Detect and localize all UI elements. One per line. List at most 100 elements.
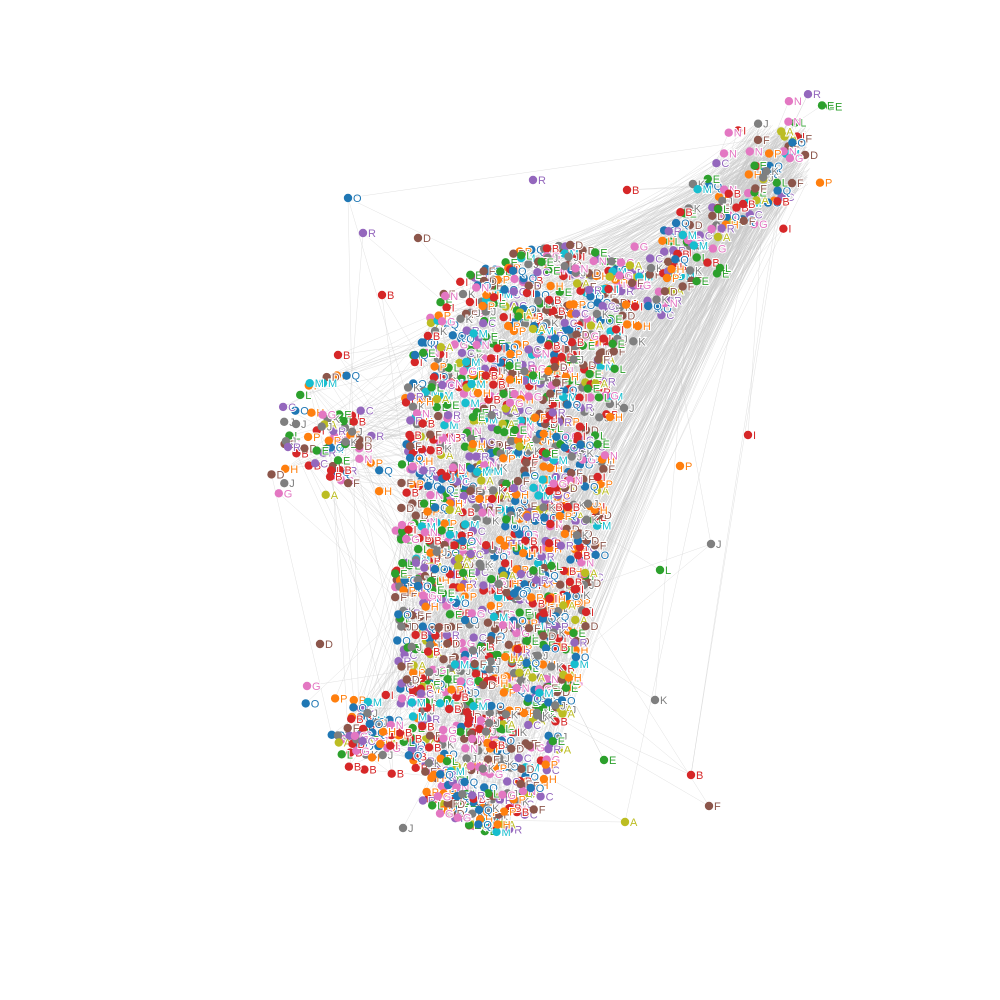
node-dot [397,460,407,469]
node-label: O [403,609,412,621]
node-dot [426,490,435,500]
node-dot [448,331,457,340]
node-dot [439,655,448,664]
node-dot [493,820,502,829]
node-label: D [593,268,601,280]
node-dot [621,300,631,309]
node-dot [487,701,496,711]
node-label: H [549,774,557,786]
node-label: F [531,458,538,470]
node-label: P [417,479,424,491]
node-dot [439,734,448,743]
node-dot [610,364,619,373]
node-label: R [608,376,616,388]
node-label: I [517,727,520,739]
node-label: I [452,303,455,315]
node-dot [547,561,556,570]
node-label: O [531,471,540,483]
node-label: E [588,341,595,353]
node-label: K [542,710,550,722]
node-label: N [482,340,490,352]
node-dot [465,297,475,307]
node-label: L [604,392,610,404]
node-label: L [454,363,460,375]
node-label: F [495,506,502,518]
node-label: I [614,284,617,296]
graph-edge [493,820,626,823]
node-dot [589,256,598,266]
node-label: K [520,727,528,739]
node-label: F [495,635,502,647]
node-dot [600,451,610,460]
graph-edge [597,212,681,478]
node-dot [405,430,414,440]
node-dot [607,257,616,266]
node-label: K [559,628,567,640]
node-label: B [494,395,501,407]
node-dot [414,544,423,554]
node-label: N [610,450,618,462]
node-label: H [556,281,564,293]
node-dot [536,335,545,344]
node-dot [458,289,468,299]
node-dot [397,503,406,513]
node-dot [466,762,475,771]
node-label: C [478,526,486,538]
node-dot [456,727,465,736]
node-label: D [575,240,583,252]
node-dot [509,287,518,296]
node-dot [479,267,488,276]
node-dot [566,240,575,250]
node-label: F [407,478,414,490]
node-label: E [448,588,455,600]
node-dot [532,711,542,720]
graph-edge [340,480,417,563]
node-label: L [452,756,458,768]
node-label: J [589,580,595,592]
node-dot [544,539,554,548]
node-label: G [610,391,619,403]
node-label: H [600,505,608,517]
node-dot [454,554,463,563]
node-dot [468,734,477,743]
node-dot [540,513,549,522]
node-label: L [620,364,626,376]
node-label: L [556,561,562,573]
node-label: F [539,805,546,817]
graph-edge [285,445,360,470]
node-dot [547,662,556,671]
node-dot [397,478,406,488]
node-label: D [406,503,414,515]
node-dot [529,805,538,814]
node-dot [571,615,580,625]
node-dot [423,507,432,516]
node-label: O [461,598,470,610]
graph-edge [538,214,725,302]
node-label: N [458,463,466,475]
node-dot [442,757,452,766]
node-label: C [525,405,533,417]
node-label: F [417,610,424,622]
node-dot [566,555,575,564]
node-dot [437,526,446,535]
node-dot [394,610,403,619]
node-label: B [427,721,434,733]
node-dot [573,279,582,288]
node-dot [411,630,420,640]
node-label: P [606,479,613,491]
node-label: A [525,442,533,454]
node-dot [461,520,470,529]
node-dot [599,334,608,343]
node-label: B [468,507,475,519]
node-label: B [498,380,505,392]
node-label: F [534,623,541,635]
node-dot [595,413,604,422]
node-label: B [561,642,568,654]
node-dot [522,458,531,467]
node-dot [500,559,510,568]
node-label: C [546,791,554,803]
node-dot [604,284,613,294]
node-label: I [498,366,501,378]
node-dot [419,499,429,508]
